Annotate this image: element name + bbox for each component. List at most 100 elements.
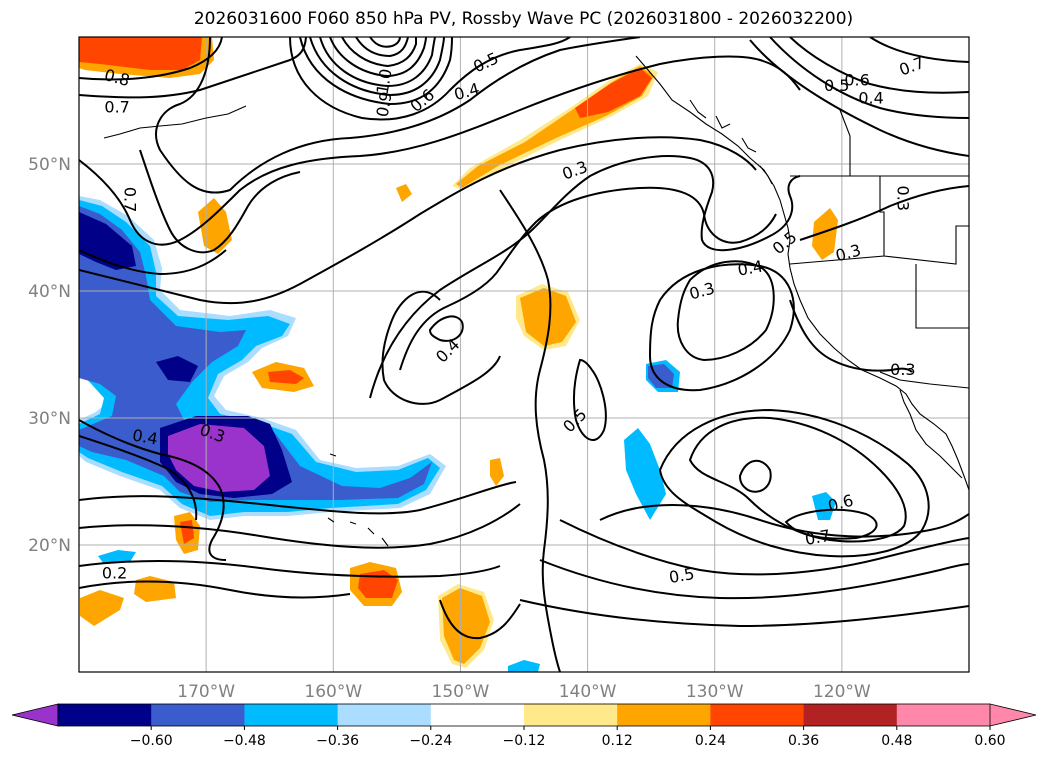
pv-shading [79, 37, 838, 672]
contour-0.4-lower [539, 559, 969, 600]
contour-0.7-tr [869, 37, 969, 63]
contour-label: 0.4 [432, 335, 463, 366]
contour-nw-high-7 [369, 37, 401, 48]
lon-tick-label: 160°W [304, 682, 362, 702]
colorbar-extend-low [11, 703, 59, 727]
lat-tick-label: 50°N [28, 155, 71, 175]
colorbar-segment [710, 704, 805, 726]
pv-contours [79, 37, 969, 672]
coast-islands-bc [689, 99, 773, 185]
shade-red-gulf [575, 68, 652, 118]
shade-red-e [268, 370, 304, 384]
contour-label: 0.4 [131, 425, 159, 448]
contour-0.4-ring [428, 315, 464, 342]
contour-0.4-left-band [79, 419, 227, 561]
contour-label: 0.4 [858, 88, 883, 107]
lon-tick-label: 150°W [432, 682, 490, 702]
contour-label: 0.7 [120, 187, 139, 212]
colorbar-segment [244, 704, 339, 726]
lat-tick-label: 20°N [28, 536, 71, 556]
shade-orange-j [134, 576, 176, 602]
contour-0.7-ring-b [784, 508, 878, 540]
lat-tick-label: 40°N [28, 282, 71, 302]
contour-0.4-east [648, 263, 795, 392]
contour-label: 0.5 [824, 76, 849, 95]
contour-0.7-top [79, 37, 307, 99]
contour-0.4-center [399, 186, 777, 371]
colorbar-segment [151, 704, 245, 726]
contour-label: 1.0 [373, 67, 396, 95]
shade-red-nw [79, 37, 202, 70]
contour-0.3-lower [519, 599, 969, 628]
contour-0.5-lower [559, 519, 969, 576]
contour-label: 0.7 [104, 97, 129, 116]
shade-navy-mid [156, 356, 198, 382]
coast-aleutian [103, 105, 247, 139]
colorbar-segment [58, 704, 152, 726]
coast-alaska-panhandle [635, 55, 969, 491]
contour-0.3-east [676, 260, 775, 362]
colorbar: −0.60 −0.48 −0.36 −0.24 −0.12 0.12 0.24 0.36 0.4… [11, 703, 1037, 749]
contour-0.4-tr [749, 39, 969, 157]
contour-0.6-outer [658, 408, 930, 558]
contour-0.4 [79, 55, 801, 246]
shade-blue-spot-c [812, 492, 836, 520]
shade-orange-i [80, 590, 124, 626]
shade-orange-h [442, 588, 490, 664]
shade-orange-c [520, 288, 576, 346]
contour-0.3-pacific [439, 599, 521, 640]
contour-label: 0.5 [667, 564, 695, 587]
contour-nw-high-1 [299, 37, 453, 106]
colorbar-tick-label: −0.36 [316, 733, 359, 749]
contour-nw-ring [79, 249, 227, 276]
colorbar-segment [803, 704, 898, 726]
colorbar-tick-label: −0.24 [409, 733, 452, 749]
contour-label: 0.3 [893, 186, 912, 211]
colorbar-segment [524, 704, 618, 726]
contour-0.3-left-band [79, 435, 198, 521]
contour-0.6-sub-a [688, 416, 907, 543]
contour-label: 0.3 [833, 240, 863, 265]
contour-label: 0.6 [406, 85, 438, 116]
contour-lower-band-a [79, 481, 517, 515]
contour-nw-high-5 [341, 37, 418, 68]
contour-nw-high-3 [319, 37, 436, 88]
contour-0.5-vert [499, 189, 561, 672]
shade-blue-spot-e [508, 660, 540, 672]
shade-blue-spot-b [624, 428, 666, 520]
colorbar-extend-high [989, 703, 1037, 727]
contour-label: 0.3 [890, 360, 915, 379]
contour-0.5-outer [599, 504, 969, 538]
contour-lower-band-b [79, 503, 521, 549]
contour-label: 0.9 [373, 90, 396, 118]
colorbar-tick-label: 0.12 [602, 733, 633, 749]
shade-yellow-k [396, 184, 412, 202]
contour-0.3-center [369, 155, 801, 399]
plot-title: 2026031600 F060 850 hPa PV, Rossby Wave … [193, 9, 854, 29]
contour-label: 0.6 [826, 491, 856, 516]
contour-0.6-tr [789, 37, 969, 94]
shade-orange-d [812, 208, 838, 260]
lat-tick-label: 30°N [28, 409, 71, 429]
contour-0.5-loop-b [572, 358, 607, 442]
border-us-mexico [879, 371, 969, 389]
contour-0.7-left [139, 149, 301, 254]
colorbar-tick-label: 0.36 [788, 733, 819, 749]
coast-baja [899, 389, 963, 479]
contour-label: 0.2 [102, 563, 127, 582]
colorbar-tick-label: −0.48 [223, 733, 266, 749]
lon-tick-label: 140°W [559, 682, 617, 702]
lon-tick-label: 130°W [686, 682, 744, 702]
contour-0.8-top [79, 37, 223, 81]
contour-label: 0.5 [470, 48, 501, 76]
map-frame [78, 36, 970, 673]
latitude-labels: 50°N 40°N 30°N 20°N [28, 155, 71, 556]
contour-nw-high-6 [355, 37, 409, 58]
colorbar-segment [617, 704, 711, 726]
contour-0.5-right [799, 185, 969, 241]
colorbar-tick-label: 0.24 [695, 733, 726, 749]
shade-blue-spot-d [98, 550, 136, 564]
contour-0.7-sub [738, 460, 772, 493]
contour-0.2 [79, 580, 351, 599]
